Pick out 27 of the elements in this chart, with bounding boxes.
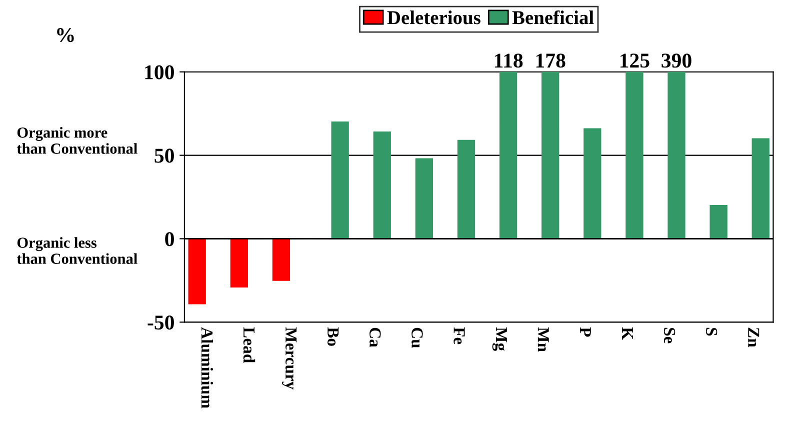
- annotation: 125: [620, 54, 650, 68]
- text: Organic more than Conventional: [16, 126, 138, 154]
- annotation: 178: [536, 54, 566, 68]
- legend-label: Deleterious: [387, 10, 480, 24]
- x-tick-label: Mn: [538, 327, 549, 352]
- x-tick-label: Lead: [243, 327, 256, 363]
- x-tick-label: Mg: [492, 327, 507, 351]
- y-axis-title: %: [57, 28, 74, 42]
- annotation: 390: [662, 54, 692, 68]
- y-tick-label: 100: [145, 65, 174, 80]
- annotation: 118: [494, 54, 523, 68]
- x-tick-label: Zn: [748, 328, 760, 348]
- legend-label: Beneficial: [512, 10, 594, 24]
- y-tick-label: 50: [154, 148, 174, 163]
- x-tick-label: Mercury: [282, 327, 297, 390]
- x-tick-label: K: [622, 327, 633, 340]
- y-tick-label: -50: [148, 316, 174, 330]
- y-tick-label: 0: [165, 232, 174, 246]
- x-tick-label: Se: [664, 328, 676, 344]
- text: Organic less than Conventional: [16, 237, 138, 264]
- x-tick-label: Cu: [412, 328, 423, 348]
- x-tick-label: Fe: [454, 327, 465, 344]
- x-tick-label: Bo: [327, 327, 339, 346]
- x-tick-label: S: [706, 328, 718, 336]
- x-tick-label: Aluminium: [201, 327, 214, 408]
- x-tick-label: P: [580, 327, 591, 337]
- x-tick-label: Ca: [370, 328, 381, 348]
